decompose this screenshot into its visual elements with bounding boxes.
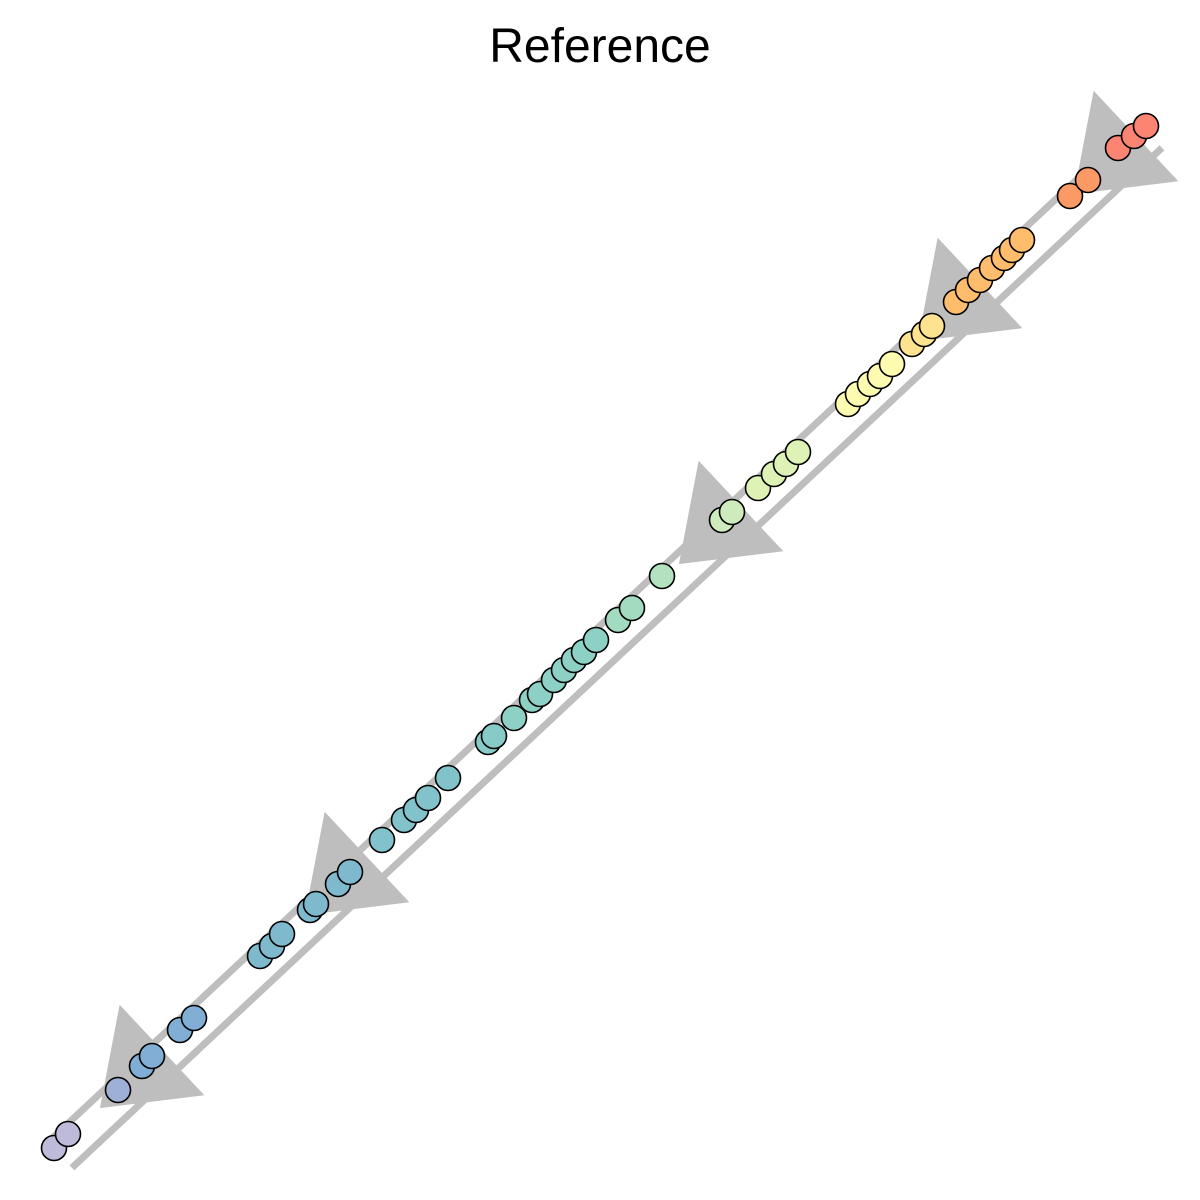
point [618,594,646,622]
point [368,826,396,854]
point [104,1076,132,1104]
point [268,920,296,948]
point [582,626,610,654]
points [40,112,1160,1162]
point [718,498,746,526]
point [1074,166,1102,194]
point [434,764,462,792]
point [784,438,812,466]
point [1056,182,1084,210]
point [480,722,508,750]
point [1132,112,1160,140]
point [180,1004,208,1032]
point [648,562,676,590]
point [414,784,442,812]
chart-title: Reference [489,20,710,73]
point [336,858,364,886]
point [878,350,906,378]
point [138,1042,166,1070]
point [1008,226,1036,254]
point [918,312,946,340]
point [54,1120,82,1148]
point [500,704,528,732]
point [302,890,330,918]
